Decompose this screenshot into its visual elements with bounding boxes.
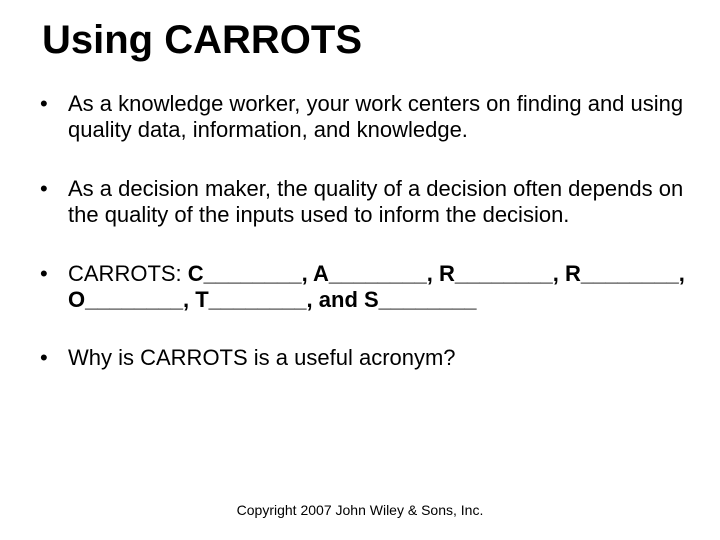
bullet-item: Why is CARROTS is a useful acronym? — [40, 345, 690, 371]
bullet-list: As a knowledge worker, your work centers… — [30, 91, 690, 372]
carrots-label: CARROTS: — [68, 261, 188, 286]
slide-container: Using CARROTS As a knowledge worker, you… — [0, 0, 720, 540]
copyright-footer: Copyright 2007 John Wiley & Sons, Inc. — [0, 502, 720, 518]
bullet-item: As a knowledge worker, your work centers… — [40, 91, 690, 144]
bullet-item: CARROTS: C________, A________, R________… — [40, 261, 690, 314]
bullet-item: As a decision maker, the quality of a de… — [40, 176, 690, 229]
slide-title: Using CARROTS — [42, 18, 690, 63]
